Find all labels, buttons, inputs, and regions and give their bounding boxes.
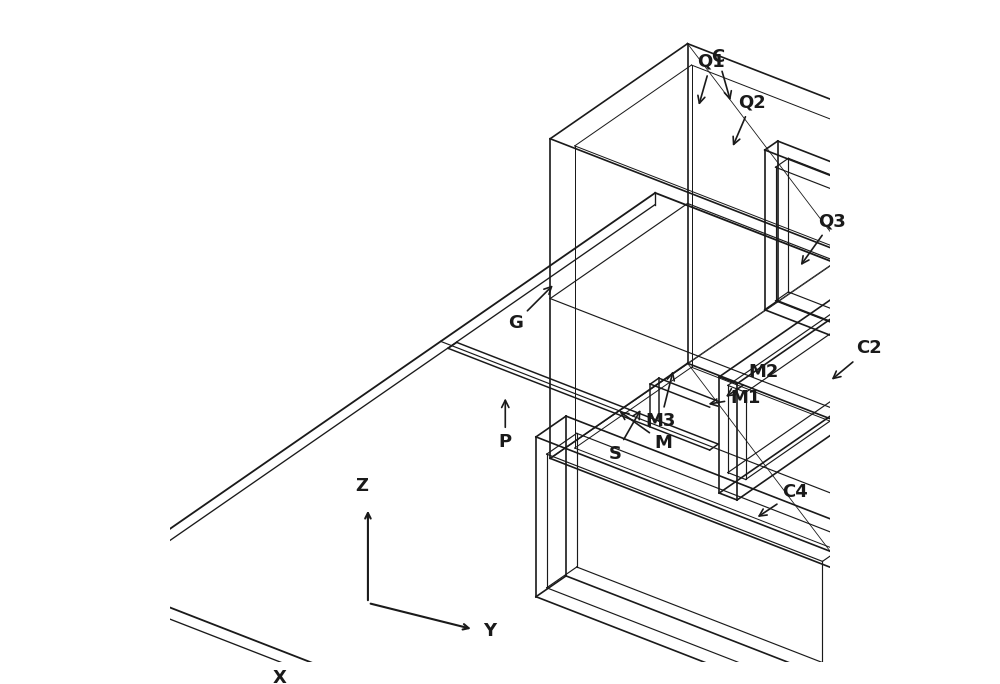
Text: C3: C3	[0, 683, 1, 684]
Text: M: M	[621, 412, 672, 451]
Text: X: X	[272, 669, 286, 684]
Text: C2: C2	[833, 339, 882, 378]
Text: M3: M3	[645, 373, 676, 430]
Text: Y: Y	[484, 622, 497, 640]
Text: Q3: Q3	[802, 212, 846, 264]
Text: C: C	[711, 48, 731, 98]
Text: Z: Z	[355, 477, 368, 495]
Text: Q1: Q1	[697, 53, 725, 103]
Text: M1: M1	[710, 389, 761, 407]
Text: S: S	[609, 412, 640, 463]
Text: M2: M2	[727, 363, 778, 396]
Text: G: G	[508, 287, 552, 332]
Text: P: P	[499, 400, 512, 451]
Text: C4: C4	[759, 483, 808, 516]
Text: C1: C1	[0, 683, 1, 684]
Text: Q2: Q2	[733, 94, 765, 144]
